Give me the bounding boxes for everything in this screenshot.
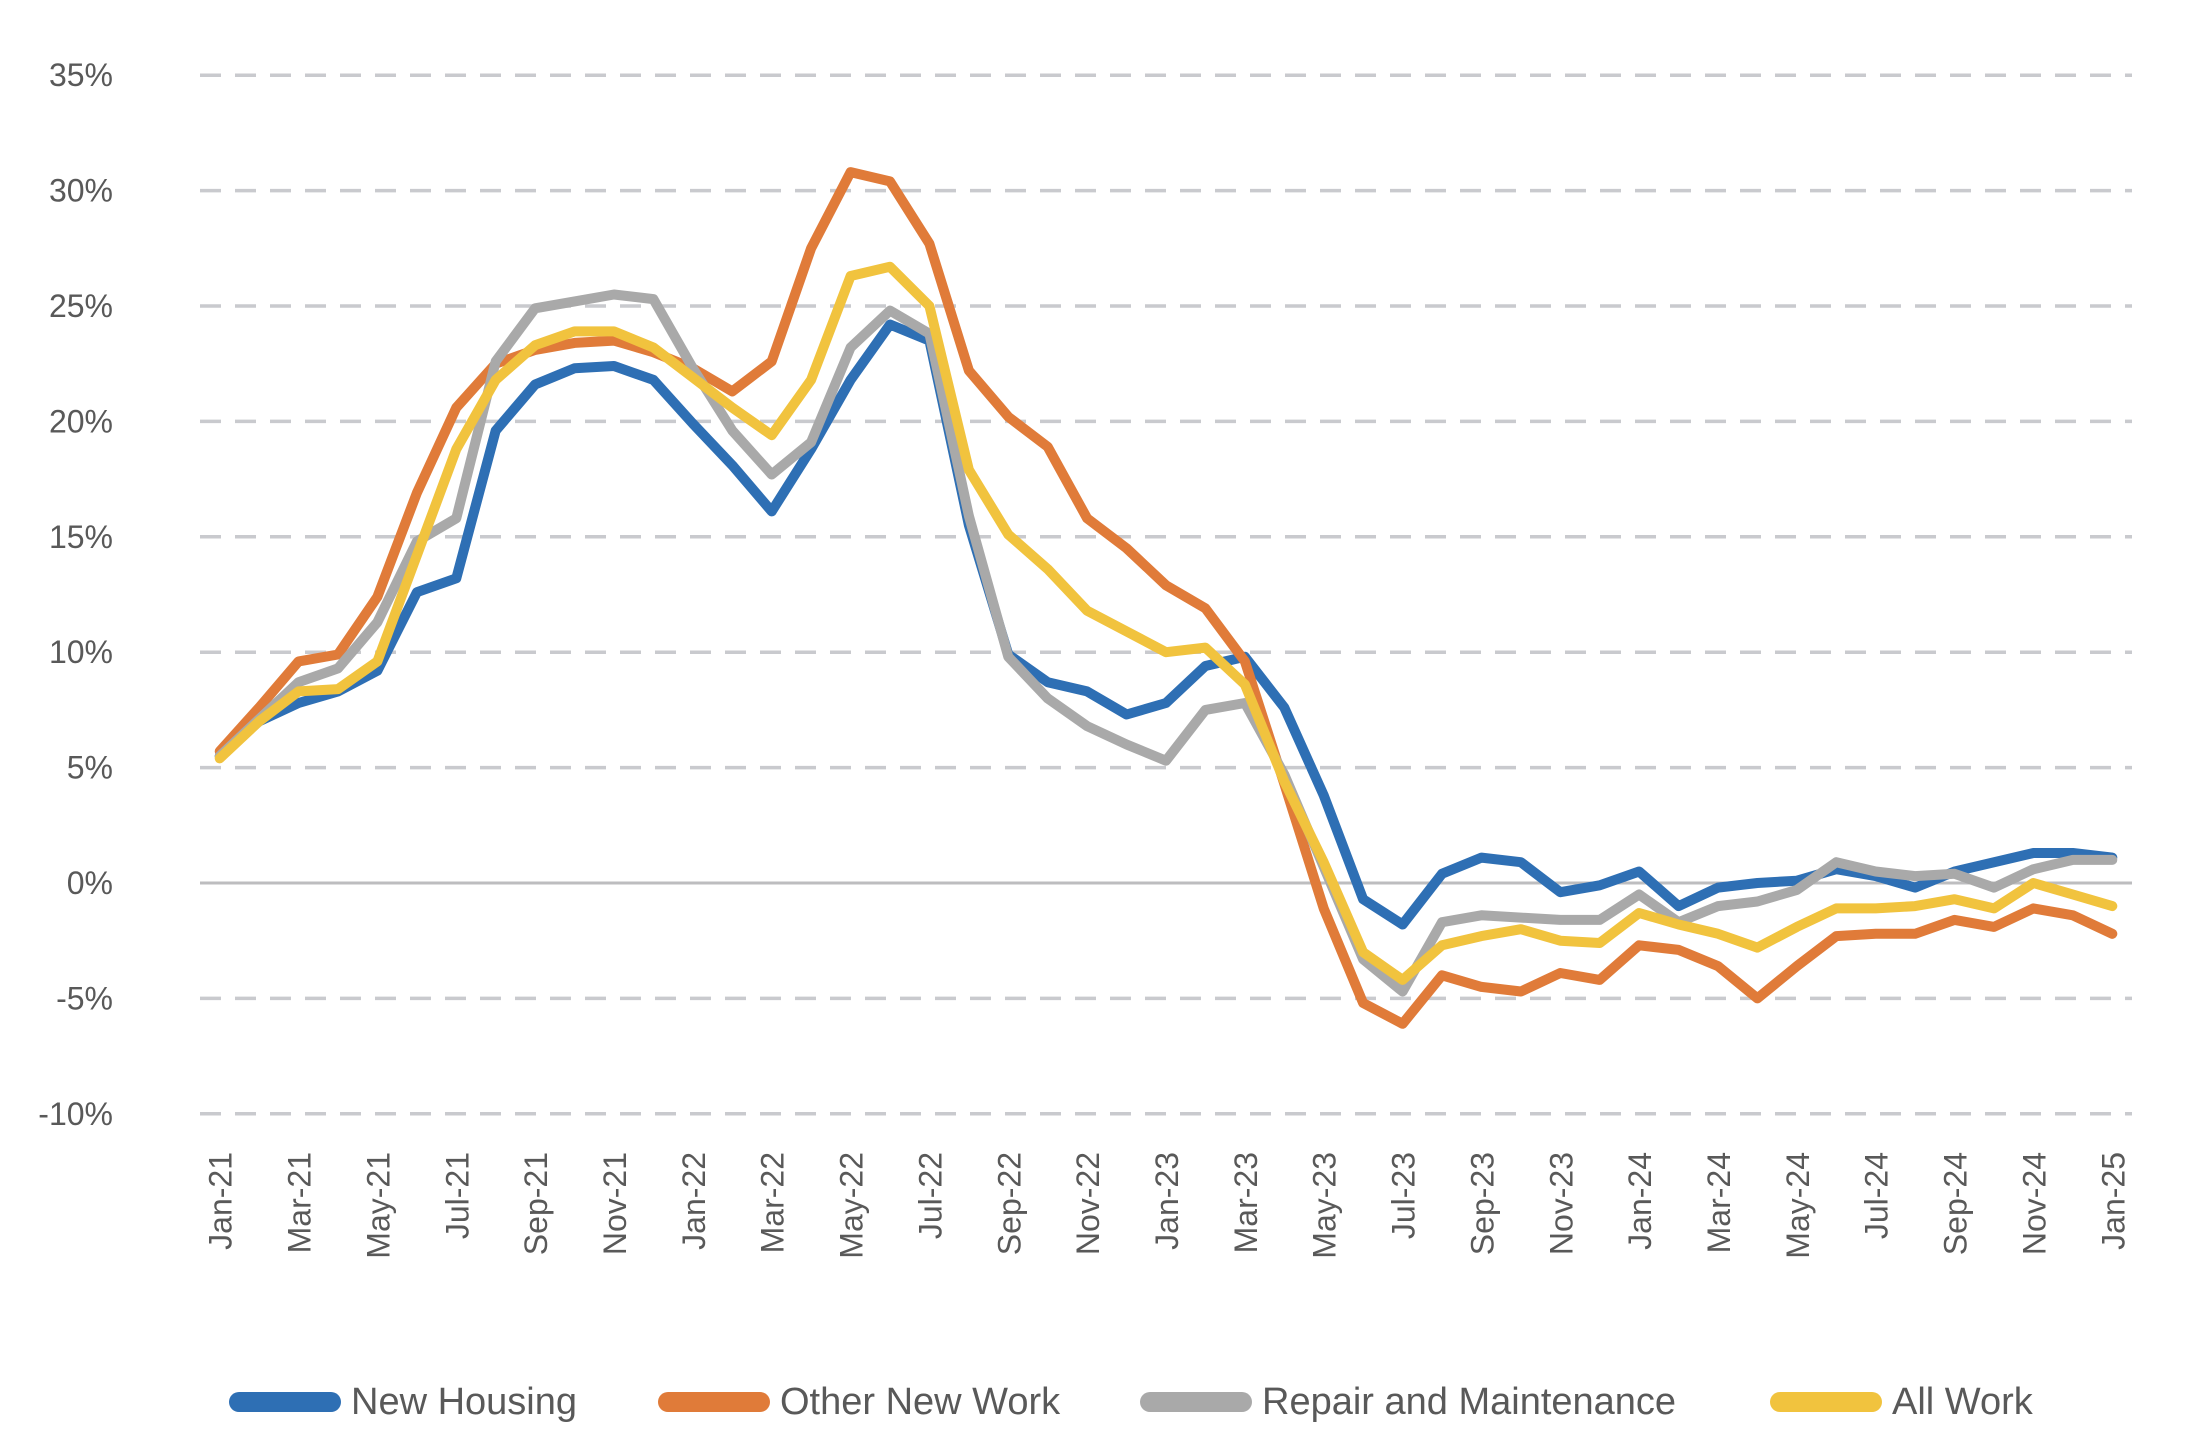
x-axis-tick-label: Sep-21: [518, 1152, 554, 1255]
x-axis-tick-label: Jul-22: [912, 1152, 948, 1239]
y-axis-tick-label: -5%: [56, 980, 113, 1016]
x-axis-tick-label: Mar-22: [755, 1152, 791, 1253]
legend-label: All Work: [1892, 1381, 2034, 1423]
x-axis-tick-label: Mar-23: [1228, 1152, 1264, 1253]
series-line-all-work: [214, 261, 2118, 985]
legend-swatch: [229, 1392, 341, 1412]
y-axis-tick-label: 20%: [49, 403, 113, 439]
x-axis-tick-label: Nov-22: [1070, 1152, 1106, 1255]
x-axis-tick-label: Sep-23: [1464, 1152, 1500, 1255]
series-line-new-housing: [214, 319, 2118, 930]
y-axis-tick-label: 5%: [67, 750, 113, 786]
x-axis-tick-label: Jan-25: [2095, 1152, 2131, 1250]
x-axis-tick-label: Sep-22: [991, 1152, 1027, 1255]
x-axis-tick-label: May-24: [1780, 1152, 1816, 1259]
x-axis-tick-label: Jan-22: [676, 1152, 712, 1250]
x-axis-tick-label: Mar-21: [282, 1152, 318, 1253]
legend-label: New Housing: [351, 1381, 577, 1423]
y-axis-tick-label: 10%: [49, 634, 113, 670]
y-axis-tick-label: 35%: [49, 57, 113, 93]
x-axis-tick-label: Nov-23: [1543, 1152, 1579, 1255]
x-axis-tick-label: May-23: [1307, 1152, 1343, 1259]
x-axis-tick-label: Jul-24: [1859, 1152, 1895, 1239]
x-axis-tick-label: Jan-21: [203, 1152, 239, 1250]
legend-swatch: [1770, 1392, 1882, 1412]
x-axis-tick-label: Jul-21: [439, 1152, 475, 1239]
legend-label: Other New Work: [780, 1381, 1061, 1423]
x-axis-tick-label: Sep-24: [1938, 1152, 1974, 1255]
x-axis-tick-label: Mar-24: [1701, 1152, 1737, 1253]
y-axis-tick-label: 30%: [49, 173, 113, 209]
x-axis-tick-label: Jul-23: [1386, 1152, 1422, 1239]
y-axis-tick-label: 25%: [49, 288, 113, 324]
y-axis-tick-label: 15%: [49, 519, 113, 555]
x-axis-tick-label: Nov-24: [2016, 1152, 2052, 1255]
legend-label: Repair and Maintenance: [1262, 1381, 1676, 1423]
x-axis-tick-label: Jan-24: [1622, 1152, 1658, 1250]
series-line-other-new-work: [214, 167, 2118, 1029]
series-line-repair-and-maintenance: [214, 289, 2118, 997]
y-axis-tick-label: -10%: [38, 1096, 113, 1132]
x-axis-tick-label: May-21: [360, 1152, 396, 1259]
x-axis-tick-label: Nov-21: [597, 1152, 633, 1255]
x-axis-tick-label: Jan-23: [1149, 1152, 1185, 1250]
y-axis-tick-label: 0%: [67, 865, 113, 901]
x-axis-tick-label: May-22: [834, 1152, 870, 1259]
legend-swatch: [658, 1392, 770, 1412]
legend-swatch: [1140, 1392, 1252, 1412]
